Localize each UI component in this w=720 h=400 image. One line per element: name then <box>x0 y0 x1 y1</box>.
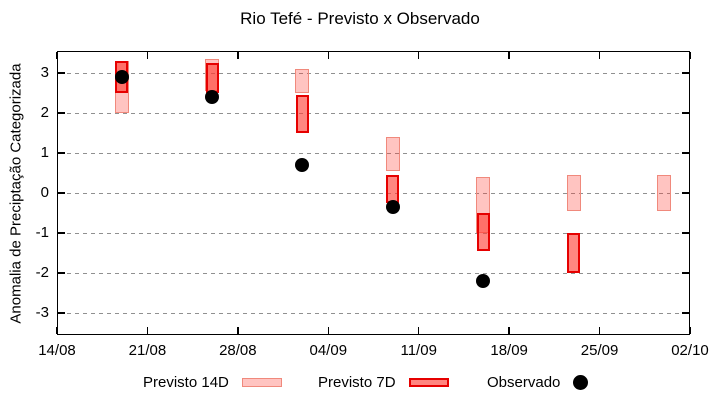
legend-label-previsto-14d: Previsto 14D <box>143 374 229 391</box>
x-tick-mark <box>327 52 330 59</box>
x-tick-mark <box>56 327 58 334</box>
previsto-7d-range <box>567 233 581 273</box>
y-tick-mark <box>58 112 65 114</box>
y-tick-label: 2 <box>40 104 49 121</box>
x-tick-label: 02/10 <box>671 342 709 359</box>
x-tick-label: 14/08 <box>38 342 76 359</box>
y-tick-mark <box>682 152 689 154</box>
x-tick-mark <box>417 52 420 59</box>
observado-point <box>295 158 310 172</box>
x-tick-label: 18/09 <box>490 342 528 359</box>
y-tick-mark <box>682 232 689 234</box>
y-tick-mark <box>682 312 689 314</box>
gridline <box>59 232 688 234</box>
legend-label-previsto-7d: Previsto 7D <box>318 374 396 391</box>
legend-item-previsto-14d: Previsto 14D <box>143 374 282 391</box>
y-tick-label: -1 <box>35 224 49 241</box>
x-tick-mark <box>237 52 239 59</box>
x-tick-label: 25/09 <box>580 342 619 359</box>
x-tick-mark <box>56 52 58 59</box>
y-tick-mark <box>682 72 689 74</box>
previsto-7d-range <box>205 63 219 93</box>
y-tick-label: -2 <box>35 264 49 281</box>
observado-point <box>205 90 220 104</box>
y-tick-label: 3 <box>40 64 49 81</box>
x-tick-mark <box>327 327 330 334</box>
x-tick-mark <box>237 327 239 334</box>
x-tick-mark <box>508 327 510 334</box>
observado-point <box>114 70 129 84</box>
observado-dot-icon <box>573 375 589 390</box>
y-tick-mark <box>58 192 65 194</box>
gridline <box>59 272 688 274</box>
x-tick-mark <box>146 327 149 334</box>
x-tick-mark <box>417 327 420 334</box>
previsto-14d-range <box>385 137 400 171</box>
y-tick-mark <box>682 192 689 194</box>
y-tick-mark <box>58 232 65 234</box>
observado-point <box>476 274 491 288</box>
x-tick-label: 11/09 <box>400 342 437 359</box>
legend-item-observado: Observado <box>487 374 589 391</box>
chart-title: Rio Tefé - Previsto x Observado <box>240 9 480 28</box>
legend-item-previsto-7d: Previsto 7D <box>318 374 449 391</box>
gridline <box>59 192 688 194</box>
gridline <box>59 112 688 114</box>
y-tick-mark <box>58 152 65 154</box>
y-tick-label: 1 <box>40 144 49 161</box>
previsto-14d-swatch-icon <box>241 378 282 387</box>
y-tick-mark <box>58 272 65 274</box>
previsto-14d-range <box>295 69 310 93</box>
x-tick-mark <box>689 327 691 334</box>
legend-label-observado: Observado <box>487 374 561 391</box>
x-tick-mark <box>598 327 601 334</box>
y-tick-mark <box>58 312 65 314</box>
y-tick-mark <box>682 112 689 114</box>
previsto-7d-range <box>476 213 490 251</box>
x-tick-label: 21/08 <box>128 342 167 359</box>
gridline <box>59 312 688 314</box>
previsto-14d-range <box>657 175 672 211</box>
observado-point <box>385 200 400 214</box>
previsto-7d-range <box>386 175 400 203</box>
legend: Previsto 14D Previsto 7D Observado <box>0 374 720 398</box>
gridline <box>59 72 688 74</box>
x-tick-label: 28/08 <box>219 342 257 359</box>
y-tick-mark <box>58 72 65 74</box>
y-tick-label: 0 <box>40 184 49 201</box>
plot-area <box>57 51 690 335</box>
x-tick-mark <box>689 52 691 59</box>
gridline <box>59 152 688 154</box>
x-tick-label: 04/09 <box>309 342 348 359</box>
x-tick-mark <box>508 52 510 59</box>
y-tick-label: -3 <box>35 304 49 321</box>
y-tick-mark <box>682 272 689 274</box>
previsto-7d-swatch-icon <box>408 378 449 387</box>
previsto-14d-range <box>566 175 581 211</box>
x-tick-mark <box>598 52 601 59</box>
x-tick-mark <box>146 52 149 59</box>
previsto-7d-range <box>295 95 309 133</box>
